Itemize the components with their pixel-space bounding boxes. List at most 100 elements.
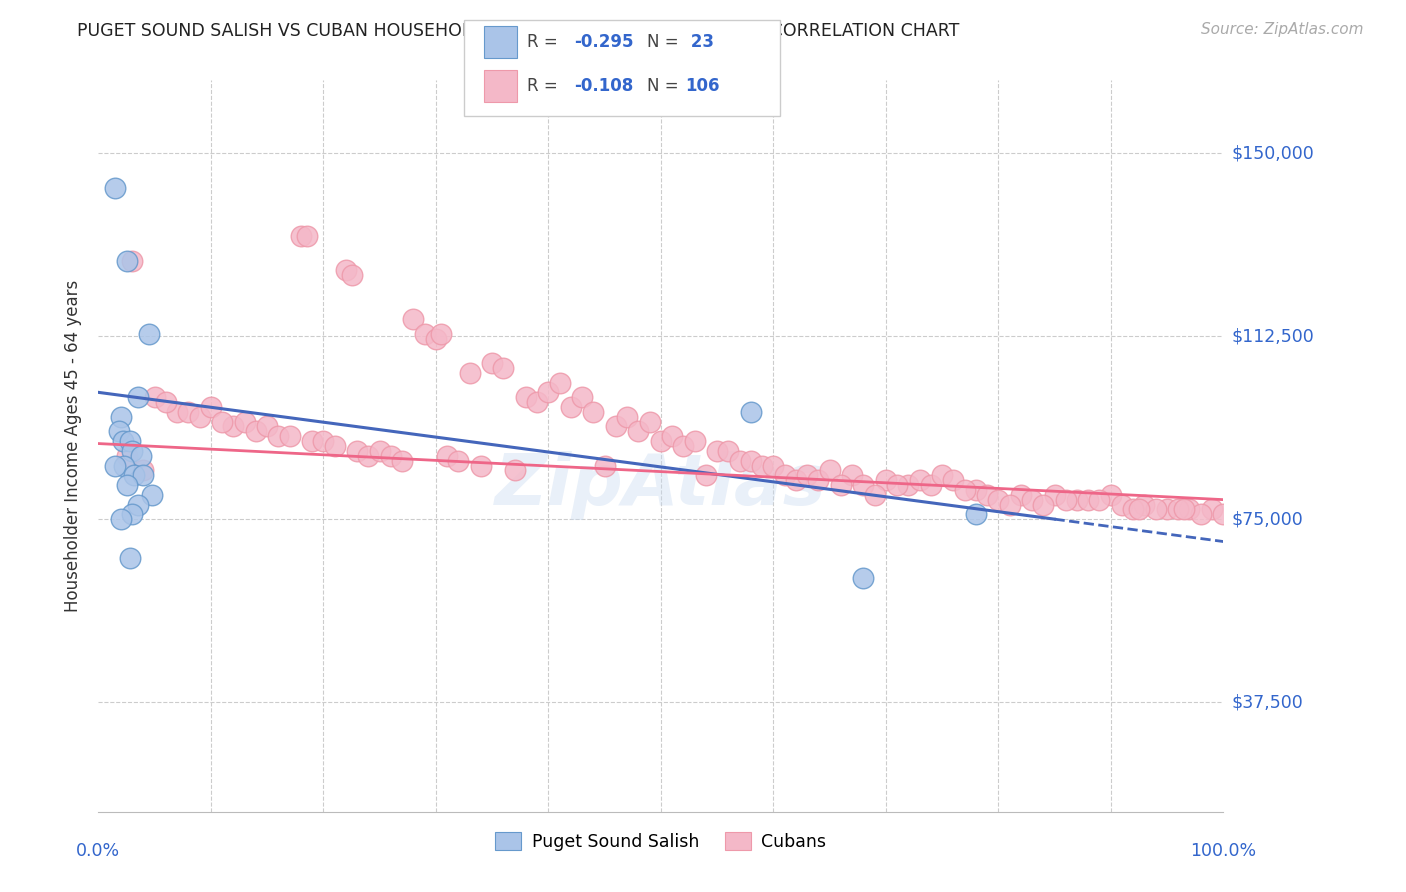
Text: R =: R = (527, 33, 564, 51)
Point (141, 488, 163, 502)
Point (661, 429, 683, 443)
Point (1133, 498, 1156, 512)
Point (115, 478, 138, 492)
Point (672, 439, 695, 453)
Point (391, 453, 413, 467)
Point (104, 458, 127, 473)
Point (335, 263, 357, 277)
Point (1189, 508, 1212, 522)
Text: N =: N = (647, 77, 683, 95)
Point (515, 390, 537, 404)
Point (132, 468, 155, 483)
Point (112, 434, 135, 449)
Point (436, 449, 458, 463)
Point (875, 473, 897, 487)
Point (107, 425, 129, 439)
Point (222, 419, 245, 434)
Point (807, 473, 830, 487)
Point (380, 449, 402, 463)
Point (650, 434, 672, 449)
Point (402, 312, 425, 326)
Point (127, 498, 149, 512)
Text: 106: 106 (685, 77, 720, 95)
Point (616, 409, 638, 424)
Point (112, 458, 135, 473)
Text: 100.0%: 100.0% (1189, 842, 1257, 860)
Point (323, 439, 346, 453)
Legend: Puget Sound Salish, Cubans: Puget Sound Salish, Cubans (488, 825, 834, 858)
Point (931, 468, 953, 483)
Point (796, 468, 818, 483)
Point (740, 453, 762, 467)
Point (1173, 502, 1195, 516)
Point (537, 385, 560, 400)
Point (425, 332, 447, 346)
Point (233, 415, 256, 429)
Point (481, 356, 503, 370)
Point (166, 405, 188, 419)
Point (560, 400, 582, 414)
Text: 0.0%: 0.0% (76, 842, 121, 860)
Point (211, 415, 233, 429)
Point (965, 508, 987, 522)
Point (458, 366, 481, 380)
Point (115, 253, 138, 268)
Point (413, 326, 436, 341)
Point (470, 458, 492, 473)
Point (1099, 488, 1122, 502)
Point (627, 425, 650, 439)
Point (863, 488, 886, 502)
Point (188, 409, 211, 424)
Point (683, 434, 706, 449)
Text: ZipAtlas: ZipAtlas (495, 450, 827, 519)
Point (121, 443, 143, 458)
Point (998, 498, 1021, 512)
Point (830, 478, 852, 492)
Point (717, 443, 740, 458)
Point (301, 434, 323, 449)
Point (118, 434, 141, 449)
Point (773, 468, 796, 483)
Point (447, 453, 470, 467)
Point (155, 395, 177, 409)
Point (987, 492, 1010, 507)
Point (127, 390, 149, 404)
Point (1128, 502, 1150, 516)
Point (245, 425, 267, 439)
Point (1111, 498, 1133, 512)
Point (965, 483, 987, 497)
Point (138, 326, 160, 341)
Point (1021, 492, 1043, 507)
Point (942, 473, 965, 487)
Text: PUGET SOUND SALISH VS CUBAN HOUSEHOLDER INCOME AGES 45 - 64 YEARS CORRELATION CH: PUGET SOUND SALISH VS CUBAN HOUSEHOLDER … (77, 22, 960, 40)
Point (852, 478, 875, 492)
Point (357, 449, 380, 463)
Point (129, 449, 152, 463)
Point (695, 468, 717, 483)
Point (118, 551, 141, 566)
Point (124, 468, 146, 483)
Text: $112,500: $112,500 (1232, 327, 1315, 345)
Y-axis label: Householder Income Ages 45 - 64 years: Householder Income Ages 45 - 64 years (65, 280, 83, 612)
Point (1066, 492, 1088, 507)
Point (1088, 492, 1111, 507)
Point (278, 429, 301, 443)
Point (706, 443, 728, 458)
Text: Source: ZipAtlas.com: Source: ZipAtlas.com (1201, 22, 1364, 37)
Point (908, 473, 931, 487)
Point (312, 434, 335, 449)
Text: 23: 23 (685, 33, 714, 51)
Text: $37,500: $37,500 (1232, 693, 1303, 711)
Point (526, 395, 548, 409)
Point (638, 415, 661, 429)
Text: R =: R = (527, 77, 564, 95)
Point (571, 390, 593, 404)
Point (593, 458, 616, 473)
Point (430, 326, 453, 341)
Text: $75,000: $75,000 (1232, 510, 1303, 528)
Point (1144, 502, 1167, 516)
Point (1178, 502, 1201, 516)
Text: N =: N = (647, 33, 683, 51)
Point (295, 229, 318, 244)
Point (368, 443, 391, 458)
